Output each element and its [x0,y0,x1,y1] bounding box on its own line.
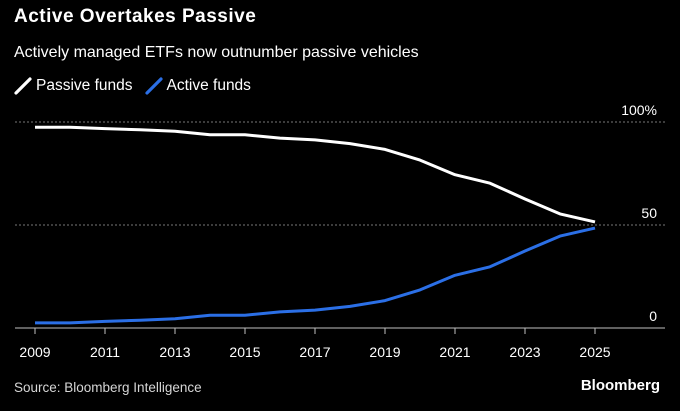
x-tick-label: 2023 [509,344,540,360]
chart-title: Active Overtakes Passive [14,6,257,27]
y-tick-label: 50 [641,205,657,221]
source-note: Source: Bloomberg Intelligence [14,380,202,395]
legend-label-active: Active funds [166,77,251,94]
legend-swatch-active [144,77,163,95]
series-line-active [35,226,596,325]
y-tick-label: 100% [621,102,657,118]
x-tick-label: 2011 [90,344,120,360]
legend-item-active: Active funds [144,77,251,95]
series-line-passive [35,125,596,224]
x-tick-label: 2013 [159,344,190,360]
x-tick-label: 2019 [369,344,400,360]
legend: Passive funds Active funds [14,77,263,95]
legend-item-passive: Passive funds [14,77,133,95]
x-tick-label: 2009 [19,344,50,360]
x-tick-label: 2015 [229,344,260,360]
chart-subtitle: Actively managed ETFs now outnumber pass… [14,44,419,61]
legend-swatch-passive [14,77,32,95]
x-tick-label: 2017 [299,344,330,360]
x-tick-label: 2021 [439,344,470,360]
y-tick-label: 0 [649,308,657,324]
legend-label-passive: Passive funds [36,77,133,94]
x-tick-label: 2025 [579,344,610,360]
brand-logo: Bloomberg [580,377,660,394]
